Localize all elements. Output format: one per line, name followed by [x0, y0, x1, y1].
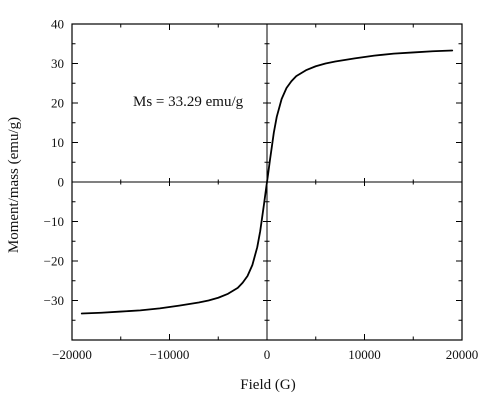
y-tick-label: 0	[58, 175, 65, 190]
x-axis-label: Field (G)	[240, 377, 295, 393]
series-layer	[80, 49, 454, 315]
y-axis-label: Moment/mass (emu/g)	[6, 117, 22, 253]
y-tick-label: −20	[44, 254, 64, 269]
y-tick-label: −10	[44, 214, 64, 229]
y-tick-label: 10	[51, 135, 64, 150]
x-tick-label: −20000	[52, 347, 92, 362]
x-tick-label: −10000	[150, 347, 190, 362]
magnetization-curve	[80, 49, 454, 315]
y-tick-label: 30	[51, 56, 64, 71]
x-tick-label: 10000	[348, 347, 381, 362]
y-tick-label: −30	[44, 293, 64, 308]
saturation-annotation: Ms = 33.29 emu/g	[133, 94, 244, 110]
x-tick-label: 0	[264, 347, 271, 362]
y-tick-label: 40	[51, 17, 64, 32]
x-tick-label: 20000	[446, 347, 479, 362]
y-tick-label: 20	[51, 96, 64, 111]
y-axis-ticks: −30 −20 −10 0 10 20 30 40	[44, 17, 462, 321]
